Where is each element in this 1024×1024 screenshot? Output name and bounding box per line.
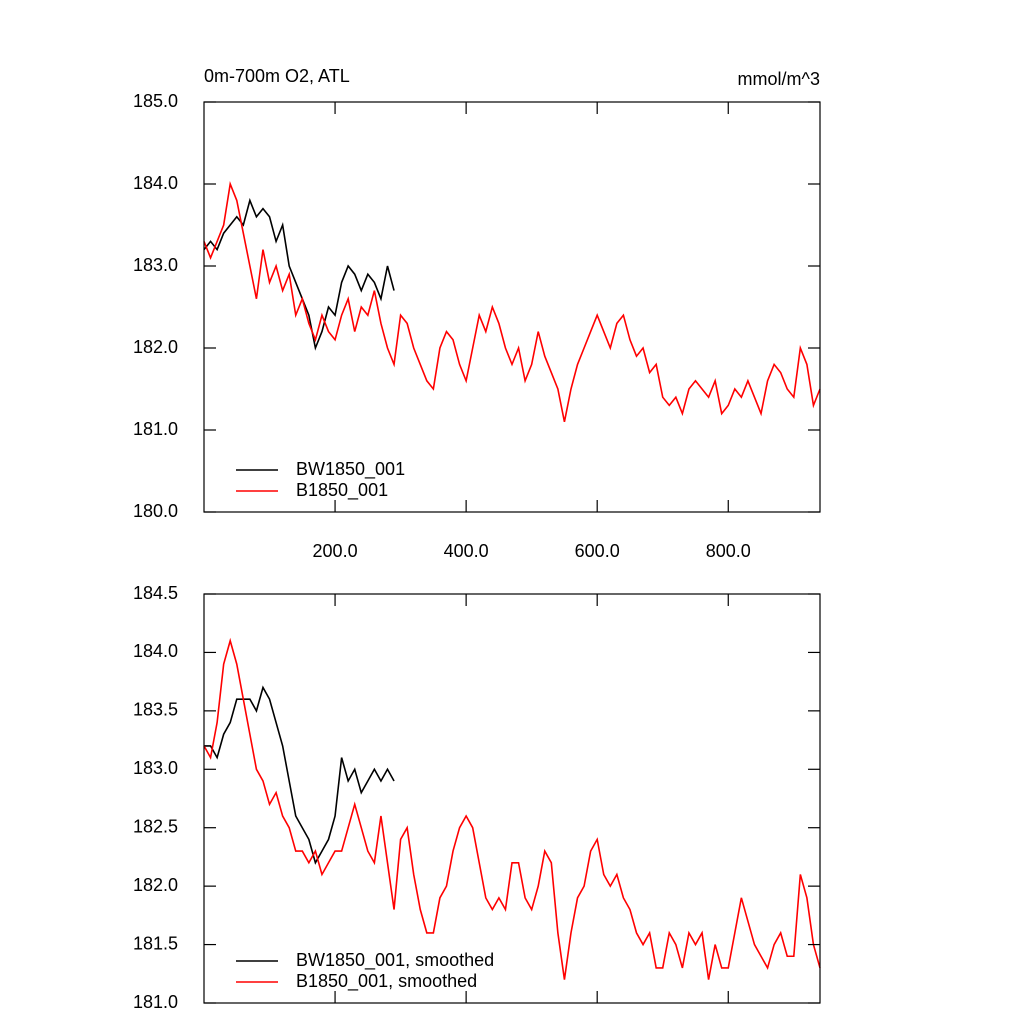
y-tick-label: 183.0 [133, 758, 178, 778]
y-tick-label: 185.0 [133, 91, 178, 111]
x-tick-label: 400.0 [444, 541, 489, 561]
y-tick-label: 184.5 [133, 583, 178, 603]
data-line [203, 197, 395, 351]
legend-label: B1850_001, smoothed [296, 971, 477, 992]
x-tick-label: 200.0 [313, 541, 358, 561]
y-tick-label: 181.0 [133, 419, 178, 439]
data-line [203, 637, 821, 980]
legend-label: BW1850_001, smoothed [296, 950, 494, 971]
y-tick-label: 180.0 [133, 501, 178, 521]
legend-label: BW1850_001 [296, 459, 405, 480]
x-tick-label: 600.0 [575, 541, 620, 561]
y-tick-label: 182.0 [133, 875, 178, 895]
y-tick-label: 184.0 [133, 173, 178, 193]
y-tick-label: 183.0 [133, 255, 178, 275]
units-label: mmol/m^3 [738, 69, 820, 89]
data-line [204, 685, 395, 865]
chart-title: 0m-700m O2, ATL [204, 66, 350, 86]
y-tick-label: 184.0 [133, 641, 178, 661]
plot-frame [203, 101, 821, 513]
x-tick-label: 800.0 [706, 541, 751, 561]
y-tick-label: 182.0 [133, 337, 178, 357]
y-tick-label: 182.5 [133, 816, 178, 836]
legend-label: B1850_001 [296, 480, 388, 501]
y-tick-label: 181.0 [133, 992, 178, 1012]
y-tick-label: 183.5 [133, 700, 178, 720]
data-line [203, 181, 821, 422]
plot-frame [203, 593, 821, 1004]
y-tick-label: 181.5 [133, 933, 178, 953]
